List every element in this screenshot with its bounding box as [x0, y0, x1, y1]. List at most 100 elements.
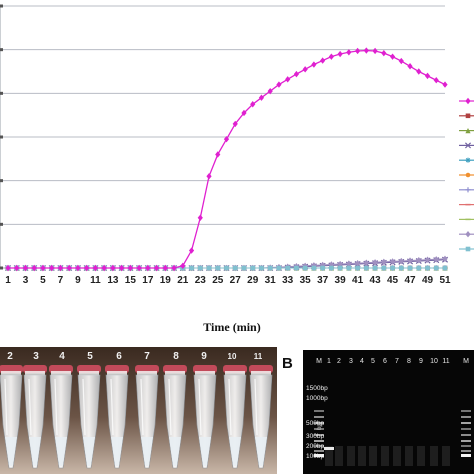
tube-liquid [55, 437, 67, 466]
data-point [407, 257, 413, 264]
data-point [363, 259, 369, 266]
data-point [136, 264, 142, 272]
data-point [110, 264, 116, 272]
tube-rim [195, 371, 215, 376]
tube-liquid [141, 437, 153, 466]
data-point [232, 265, 238, 271]
sample-lane [405, 446, 413, 466]
tube [249, 365, 273, 469]
gel-image: M 1 2 3 4 5 6 7 8 9 10 11 M 1500bp1000bp500bp300bp20… [303, 350, 474, 474]
ladder-lane [461, 410, 471, 457]
ladder-size-label: 1000bp [306, 395, 328, 402]
data-point [390, 265, 395, 271]
tube-label: 7 [144, 351, 150, 362]
data-point [215, 265, 221, 271]
tube-rim [225, 371, 245, 376]
legend-entry [459, 157, 474, 163]
data-point [372, 265, 378, 271]
lane-smear [405, 446, 413, 466]
tube-highlight [198, 378, 202, 436]
tube-liquid [255, 437, 267, 466]
data-point [215, 151, 221, 158]
x-tick-label: 37 [317, 275, 329, 286]
data-point [224, 265, 229, 271]
ladder-lane [314, 410, 324, 457]
tube-rim [107, 371, 127, 376]
data-point [145, 264, 151, 272]
sample-lane [358, 446, 366, 466]
series-1 [5, 47, 448, 272]
data-point [250, 265, 256, 271]
data-point [302, 66, 308, 73]
tube-liquid [169, 437, 181, 466]
tube-label: 2 [7, 351, 13, 362]
data-point [465, 172, 471, 178]
tube-rim [51, 371, 71, 376]
ladder-size-label: 1500bp [306, 385, 328, 392]
gel-lane-label: 10 [430, 358, 438, 365]
sample-lane [369, 446, 377, 466]
lane-smear [442, 446, 450, 466]
x-axis-label: Time (min) [203, 320, 260, 334]
x-tick-label: 21 [177, 275, 189, 286]
data-point [424, 72, 431, 80]
ladder-band [461, 416, 471, 418]
data-point [425, 265, 430, 271]
tube-label: 4 [59, 351, 65, 362]
x-tick-label: 33 [282, 275, 294, 286]
data-point [465, 128, 471, 134]
sample-lane [347, 446, 355, 466]
data-point [127, 264, 133, 272]
data-point [75, 264, 81, 272]
y-tick-mark [0, 4, 3, 8]
tube-rim [25, 371, 45, 376]
data-point [57, 264, 64, 272]
lane-smear [430, 446, 438, 466]
data-point [84, 264, 90, 272]
tube [223, 365, 247, 469]
legend-entry [459, 97, 474, 105]
y-tick-mark [0, 135, 3, 139]
tube-photo-image: 2 3 4 5 6 7 8 9 10 11 [0, 347, 277, 474]
panel-letter-b: B [282, 355, 293, 372]
tube-highlight [110, 378, 114, 436]
tube-highlight [254, 378, 258, 436]
x-tick-label: 5 [40, 275, 46, 286]
data-point [206, 173, 212, 180]
ladder-size-label: 100bp [306, 453, 324, 460]
data-point [92, 264, 98, 272]
tube-rim [1, 371, 21, 376]
data-point [398, 257, 404, 265]
gel-lane-label: 2 [337, 358, 341, 365]
data-point [285, 76, 291, 83]
x-tick-label: 11 [90, 275, 101, 286]
data-point [197, 265, 203, 271]
data-point [381, 265, 387, 271]
data-point [433, 265, 439, 271]
lane-smear [325, 446, 333, 466]
gel-lane-label: M [463, 358, 469, 365]
x-tick-label: 7 [58, 275, 64, 286]
ladder-band [461, 450, 471, 452]
data-point [433, 256, 439, 263]
data-point [433, 77, 439, 84]
ladder-size-label: 500bp [306, 420, 324, 427]
data-point [101, 264, 107, 272]
sample-lane [430, 446, 438, 466]
data-point [364, 265, 369, 271]
data-point [372, 47, 378, 55]
data-point [355, 47, 361, 55]
data-point [355, 259, 361, 267]
sample-lane [442, 446, 450, 466]
data-point [398, 57, 404, 65]
data-point [5, 264, 11, 272]
data-point [465, 157, 471, 163]
data-point [389, 53, 396, 60]
ladder-band [461, 445, 471, 447]
tube-liquid [229, 437, 241, 466]
tube [49, 365, 73, 469]
data-point [355, 265, 360, 271]
ladder-band [314, 440, 324, 442]
lane-smear [358, 446, 366, 466]
data-point [337, 260, 343, 268]
